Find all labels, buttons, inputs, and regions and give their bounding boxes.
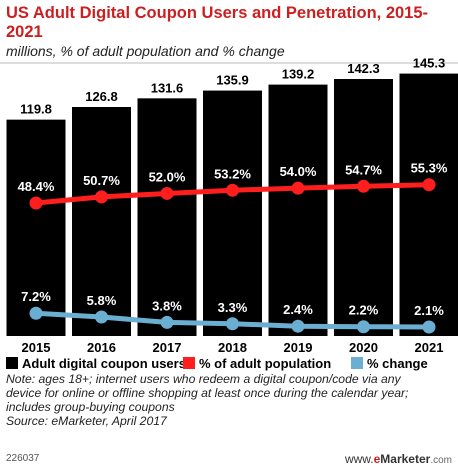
change-label: 7.2% xyxy=(21,289,51,304)
bar-value-label: 126.8 xyxy=(85,89,118,104)
x-tick-label: 2019 xyxy=(284,340,313,355)
population-point-2015 xyxy=(29,196,43,210)
change-label: 2.1% xyxy=(414,303,444,318)
bar-2016 xyxy=(72,106,131,336)
population-point-2020 xyxy=(357,179,370,193)
brand-www: www. xyxy=(344,452,374,466)
brand-logo: www.eMarketer.com xyxy=(345,452,452,466)
change-point-2021 xyxy=(422,320,436,334)
change-point-2018 xyxy=(226,317,239,331)
brand-com: .com xyxy=(430,455,452,466)
chart-plot: 119.8 126.8 131.6 135.9 139.2 142.3 145.3 48.4… xyxy=(0,56,458,371)
population-point-2021 xyxy=(422,178,436,192)
source-line: Source: eMarketer, April 2017 xyxy=(6,414,167,428)
bar-2015 xyxy=(6,119,66,336)
brand-name: Marketer xyxy=(380,452,431,466)
bar-2017 xyxy=(137,98,197,336)
bar-value-label: 145.3 xyxy=(413,56,446,71)
chart-id: 226037 xyxy=(6,453,40,464)
x-tick-label: 2017 xyxy=(153,340,182,355)
bar-value-label: 119.8 xyxy=(20,102,52,117)
population-point-2016 xyxy=(95,190,108,204)
x-tick-label: 2021 xyxy=(415,340,444,355)
bar-2018 xyxy=(203,90,262,336)
change-label: 2.2% xyxy=(349,303,379,318)
change-point-2016 xyxy=(95,310,108,324)
change-label: 3.8% xyxy=(152,298,182,313)
legend-item-change-swatch xyxy=(351,357,363,369)
bar-value-label: 131.6 xyxy=(151,80,184,95)
chart-subtitle: millions, % of adult population and % ch… xyxy=(6,43,285,59)
population-label: 48.4% xyxy=(18,179,55,194)
note-line: device for online or offline shopping at… xyxy=(6,386,409,400)
note-line: Note: ages 18+; internet users who redee… xyxy=(6,372,401,386)
bar-2019 xyxy=(268,84,328,336)
change-label: 3.3% xyxy=(218,300,248,315)
population-label: 54.0% xyxy=(280,164,317,179)
change-point-2020 xyxy=(357,320,370,334)
legend-item-coupon-users-swatch xyxy=(6,357,18,369)
change-label: 2.4% xyxy=(283,302,313,317)
population-point-2018 xyxy=(226,183,239,197)
x-tick-label: 2020 xyxy=(349,340,378,355)
chart-title: US Adult Digital Coupon Users and Penetr… xyxy=(6,4,429,41)
legend-item-population-label: % of adult population xyxy=(199,356,331,371)
bar-value-label: 139.2 xyxy=(282,67,315,82)
brand-e: e xyxy=(373,452,381,466)
x-tick-label: 2018 xyxy=(218,340,247,355)
x-tick-label: 2016 xyxy=(87,340,116,355)
x-tick-label: 2015 xyxy=(22,340,51,355)
population-point-2019 xyxy=(291,181,305,195)
population-label: 55.3% xyxy=(411,161,448,176)
population-label: 50.7% xyxy=(83,173,120,188)
change-point-2015 xyxy=(29,306,43,320)
population-label: 54.7% xyxy=(345,162,382,177)
change-point-2017 xyxy=(160,315,174,329)
legend-item-coupon-users-label: Adult digital coupon users xyxy=(22,356,186,371)
bar-value-label: 142.3 xyxy=(347,61,380,76)
bar-value-label: 135.9 xyxy=(216,73,249,88)
change-point-2019 xyxy=(291,319,305,333)
bar-2020 xyxy=(334,79,393,337)
population-point-2017 xyxy=(160,186,174,200)
change-label: 5.8% xyxy=(87,293,117,308)
legend-item-change-label: % change xyxy=(367,356,428,371)
population-label: 53.2% xyxy=(214,166,251,181)
bar-2021 xyxy=(399,73,458,337)
population-label: 52.0% xyxy=(149,169,186,184)
note-line: includes group-buying coupons xyxy=(6,400,175,414)
legend-item-population-swatch xyxy=(183,357,195,369)
chart-notes: Note: ages 18+; internet users who redee… xyxy=(6,372,456,428)
